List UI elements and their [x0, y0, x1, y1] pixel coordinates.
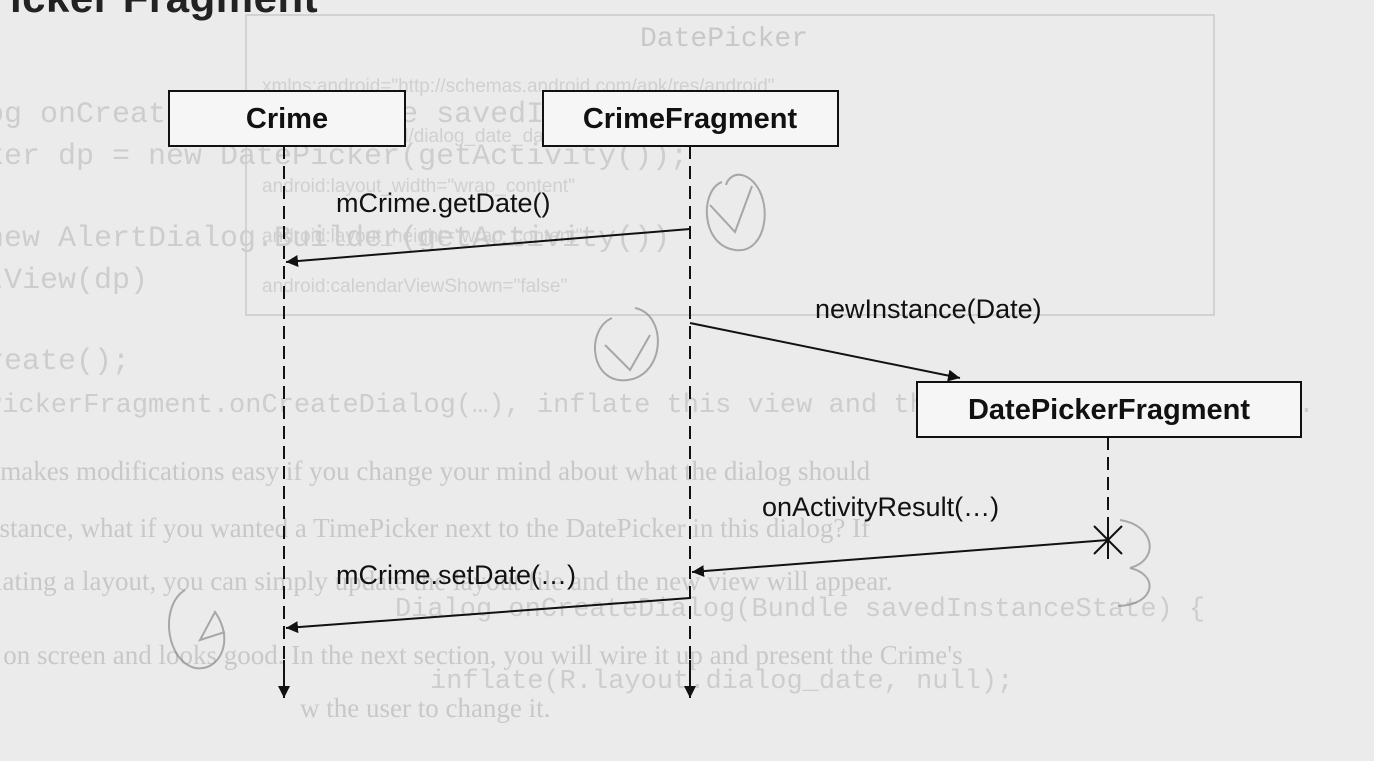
destroy-x-mark: [1093, 521, 1123, 559]
pencil-check-mark: [709, 185, 753, 234]
crime-label: Crime: [246, 103, 328, 135]
participant-crime-fragment: CrimeFragment: [542, 90, 839, 147]
show-through-panel-line: android:layout_width="wrap_content": [262, 176, 575, 197]
pencil-circle-mark: [593, 307, 659, 382]
show-through-line: s on screen and looks good. In the next …: [0, 640, 963, 670]
show-through-line: flating a layout, you can simply update …: [0, 566, 893, 596]
get-date-arrow: [285, 228, 691, 268]
date-picker-fragment-label: DatePickerFragment: [968, 394, 1250, 426]
on-activity-result-label: onActivityResult(…): [762, 492, 999, 522]
crime-fragment-box: [542, 90, 839, 147]
on-activity-result-arrow: [691, 539, 1109, 578]
new-instance-label: newInstance(Date): [815, 294, 1042, 324]
message-new-instance: newInstance(Date): [689, 294, 1042, 382]
date-picker-fragment-box: [916, 381, 1302, 438]
get-date-label: mCrime.getDate(): [336, 188, 551, 218]
message-on-activity-result: onActivityResult(…): [691, 492, 1123, 578]
pencil-marks: [168, 173, 1151, 670]
participant-date-picker-fragment: DatePickerFragment: [916, 381, 1302, 438]
show-through-code-line: reate();: [0, 345, 131, 379]
pencil-bracket-mark: [1117, 519, 1151, 607]
pencil-scribble-mark: [168, 589, 226, 670]
show-through-line: inflate(R.layout.dialog_date, null);: [430, 667, 1014, 697]
message-get-date: mCrime.getDate(): [285, 188, 691, 268]
set-date-arrow: [285, 597, 691, 634]
show-through-line: t makes modifications easy if you change…: [0, 456, 871, 486]
show-through-line: w the user to change it.: [300, 693, 551, 723]
pencil-circle-mark: [705, 173, 766, 252]
new-instance-arrow: [689, 322, 961, 382]
participant-crime: Crime: [168, 90, 406, 147]
section-heading: icker Fragment: [10, 0, 318, 22]
show-through-panel-title: DatePicker: [640, 24, 809, 55]
show-through-line: nstance, what if you wanted a TimePicker…: [0, 513, 871, 543]
pencil-check-mark: [604, 334, 651, 372]
crime-box: [168, 90, 406, 147]
show-through-panel: [245, 14, 1215, 316]
message-set-date: mCrime.setDate(…): [285, 560, 691, 634]
crime-fragment-label: CrimeFragment: [583, 103, 798, 135]
show-through-panel-line: android:layout_height="wrap_content": [262, 226, 583, 247]
show-through-panel-line: android:calendarViewShown="false": [262, 276, 568, 297]
set-date-label: mCrime.setDate(…): [336, 560, 576, 590]
show-through-code-line: tView(dp): [0, 264, 149, 298]
